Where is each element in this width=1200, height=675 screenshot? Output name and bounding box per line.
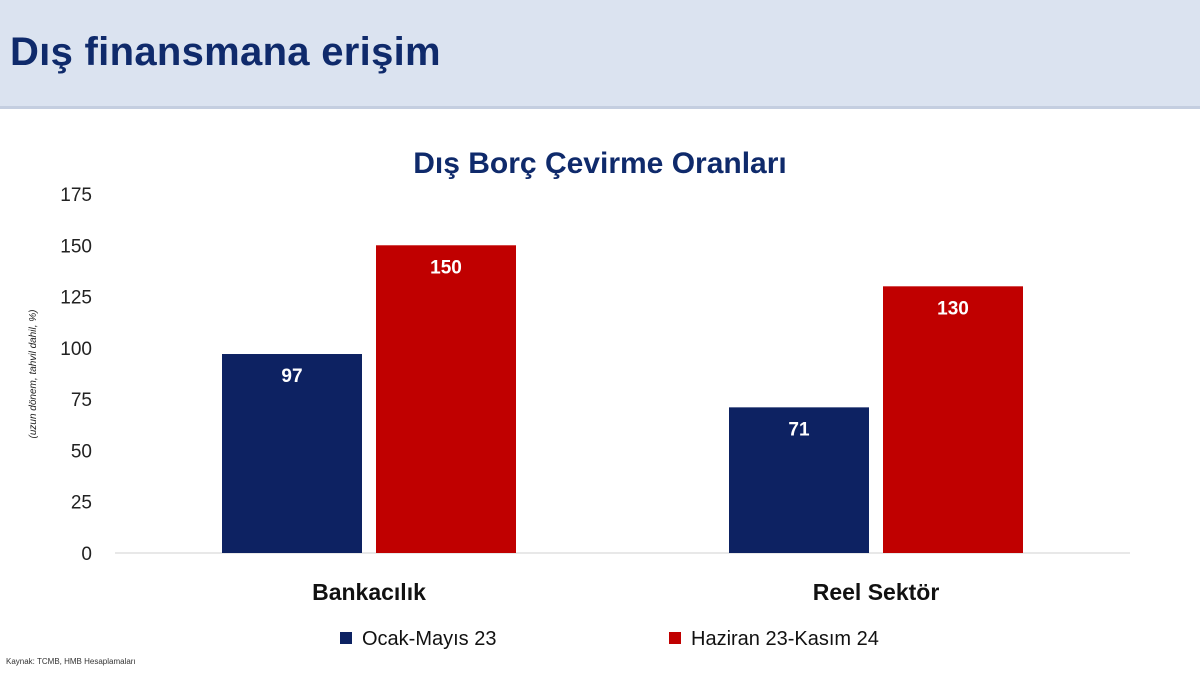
data-label: 130 bbox=[937, 298, 969, 319]
page-title: Dış finansmana erişim bbox=[10, 30, 441, 74]
y-tick-label: 100 bbox=[60, 339, 92, 360]
chart-title: Dış Borç Çevirme Oranları bbox=[413, 147, 787, 180]
legend-label: Ocak-Mayıs 23 bbox=[362, 628, 496, 650]
y-axis-label: (uzun dönem, tahvil dahil, %) bbox=[28, 310, 39, 439]
x-tick-label: Bankacılık bbox=[312, 579, 426, 605]
legend: Ocak-Mayıs 23 Haziran 23-Kasım 24 bbox=[340, 628, 879, 650]
y-tick-label: 125 bbox=[60, 288, 92, 309]
y-tick-label: 50 bbox=[71, 441, 92, 462]
bar-2-1 bbox=[376, 245, 516, 554]
x-tick-label: Reel Sektör bbox=[813, 579, 940, 605]
y-tick-label: 75 bbox=[71, 390, 92, 411]
data-label: 150 bbox=[430, 257, 462, 278]
source-note: Kaynak: TCMB, HMB Hesaplamaları bbox=[6, 657, 136, 666]
y-tick-label: 0 bbox=[81, 544, 92, 565]
y-tick-label: 25 bbox=[71, 493, 92, 514]
bar-2-2 bbox=[883, 286, 1023, 553]
legend-swatch bbox=[340, 632, 352, 644]
y-axis: 0 25 50 75 100 125 150 175 bbox=[60, 185, 92, 565]
legend-swatch bbox=[669, 632, 681, 644]
x-axis: Bankacılık Reel Sektör bbox=[312, 579, 939, 605]
bars: 97 150 71 130 bbox=[222, 245, 1023, 554]
data-label: 71 bbox=[788, 419, 810, 440]
header-banner: Dış finansmana erişim bbox=[0, 0, 1200, 109]
data-label: 97 bbox=[281, 366, 302, 387]
bar-1-2 bbox=[729, 407, 869, 553]
y-tick-label: 175 bbox=[60, 185, 92, 206]
y-tick-label: 150 bbox=[60, 236, 92, 257]
legend-label: Haziran 23-Kasım 24 bbox=[691, 628, 879, 650]
bar-1-1 bbox=[222, 354, 362, 553]
